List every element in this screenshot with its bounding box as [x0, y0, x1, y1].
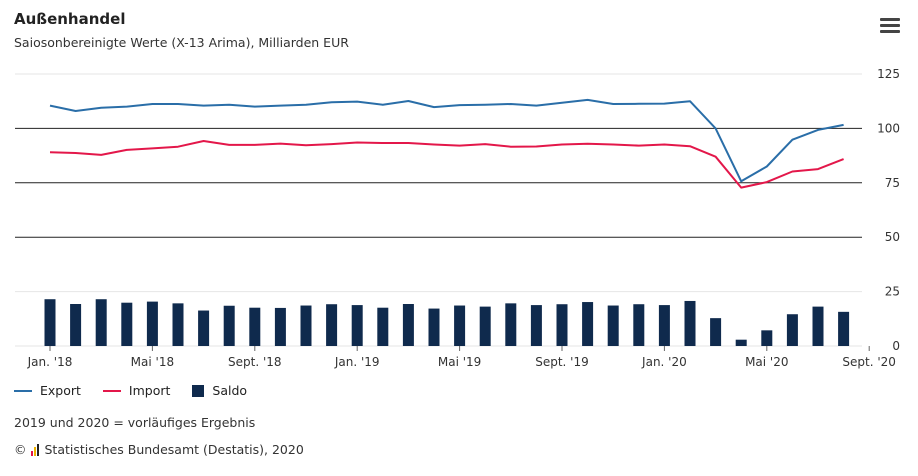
y-tick-label: 25	[885, 285, 900, 299]
menu-bar-bottom	[880, 30, 900, 33]
chart-area: 0 25 50 75 100 125 Jan. '18 Mai '18 Sept. '18 Jan…	[15, 67, 900, 369]
saldo-bar	[300, 305, 312, 346]
import-line-swatch	[102, 389, 121, 392]
copyright-symbol: ©	[14, 442, 27, 457]
saldo-bar	[428, 308, 440, 346]
saldo-bar	[556, 304, 568, 346]
saldo-bar	[684, 300, 696, 346]
saldo-bar	[172, 303, 184, 346]
saldo-bar	[351, 305, 363, 346]
x-tick-label: Sept. '20	[842, 355, 896, 369]
source-text: Statistisches Bundesamt (Destatis), 2020	[44, 442, 304, 457]
export-line-swatch	[14, 389, 32, 392]
x-tick-label: Sept. '18	[228, 355, 282, 369]
saldo-bar	[786, 314, 798, 346]
legend-label-export: Export	[40, 383, 81, 398]
saldo-bar	[530, 305, 542, 346]
chart-subtitle: Saiosonbereinigte Werte (X-13 Arima), Mi…	[14, 35, 349, 50]
saldo-bar	[838, 311, 850, 346]
saldo-bar	[44, 299, 56, 346]
x-tick-label: Sept. '19	[535, 355, 589, 369]
preliminary-note: 2019 und 2020 = vorläufiges Ergebnis	[14, 415, 256, 430]
saldo-bar	[402, 304, 414, 346]
menu-bar-top	[880, 18, 900, 21]
saldo-bar	[326, 304, 338, 346]
saldo-bar	[582, 302, 594, 346]
x-tick-label: Jan. '18	[27, 355, 73, 369]
legend: Export Import Saldo	[14, 383, 269, 398]
saldo-bar	[658, 305, 670, 346]
export-series-line	[49, 98, 844, 183]
legend-item-export[interactable]: Export	[14, 383, 81, 398]
source-credit: © Statistisches Bundesamt (Destatis), 20…	[14, 442, 304, 457]
saldo-bar	[812, 306, 824, 346]
saldo-bar	[146, 301, 158, 346]
saldo-bar	[70, 304, 82, 346]
saldo-bar	[198, 310, 210, 346]
saldo-bar	[761, 330, 773, 346]
saldo-bar	[633, 304, 645, 346]
saldo-bar	[121, 302, 133, 346]
legend-item-import[interactable]: Import	[102, 383, 171, 398]
menu-bar-middle	[880, 24, 900, 27]
saldo-bar	[505, 303, 517, 346]
saldo-bar	[223, 305, 235, 346]
saldo-bar	[735, 339, 747, 346]
hamburger-menu-icon[interactable]	[880, 18, 900, 36]
x-tick-label: Mai '20	[745, 355, 788, 369]
saldo-bar	[710, 318, 722, 346]
saldo-bar-swatch	[192, 384, 205, 397]
legend-label-saldo: Saldo	[212, 383, 248, 398]
saldo-bar	[607, 305, 619, 346]
legend-label-import: Import	[128, 383, 171, 398]
y-tick-label: 125	[877, 67, 900, 81]
y-tick-label: 50	[885, 230, 900, 244]
x-tick-label: Mai '19	[438, 355, 481, 369]
chart-title: Außenhandel	[14, 10, 126, 28]
y-tick-label: 0	[892, 339, 900, 353]
x-tick-label: Jan. '19	[334, 355, 380, 369]
saldo-bar	[95, 299, 107, 346]
saldo-bar	[274, 307, 286, 346]
x-tick-label: Jan. '20	[641, 355, 687, 369]
saldo-bar	[479, 306, 491, 346]
saldo-bar	[249, 307, 261, 346]
saldo-bar	[377, 307, 389, 346]
y-tick-label: 75	[885, 176, 900, 190]
legend-item-saldo[interactable]: Saldo	[192, 383, 247, 398]
y-tick-label: 100	[877, 121, 900, 135]
x-tick-label: Mai '18	[131, 355, 174, 369]
import-series-line	[49, 140, 844, 189]
saldo-bar	[454, 305, 466, 346]
destatis-logo-icon	[30, 443, 40, 456]
